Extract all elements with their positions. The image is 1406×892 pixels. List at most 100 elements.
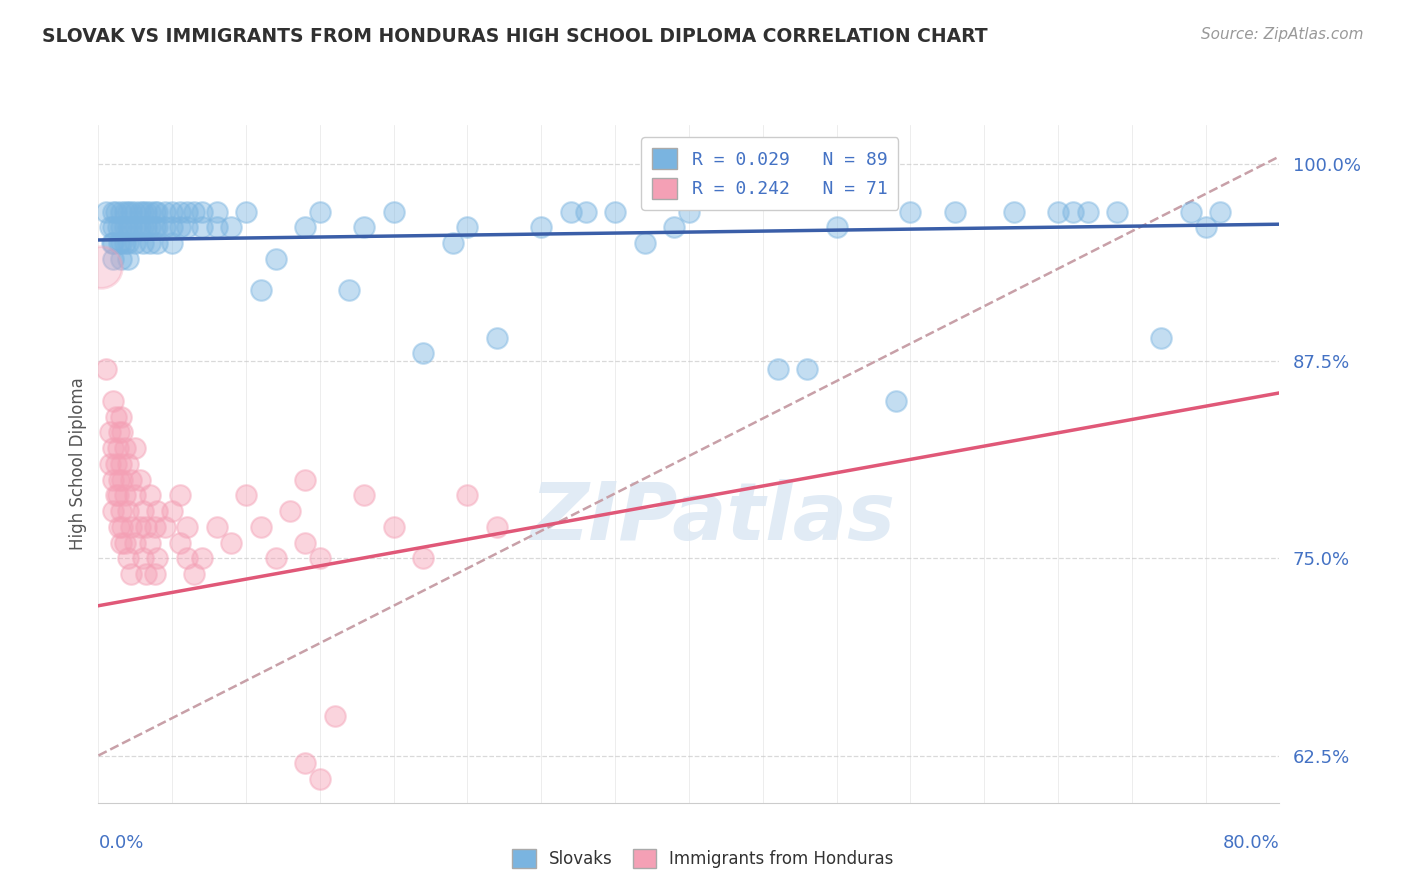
Point [191, 551, 214, 566]
Point [94, 204, 117, 219]
Point [111, 520, 134, 534]
Point [162, 204, 183, 219]
Point [884, 393, 907, 408]
Point [278, 504, 302, 518]
Point [139, 220, 162, 235]
Point [250, 284, 273, 298]
Point [120, 520, 142, 534]
Point [110, 220, 132, 235]
Point [153, 520, 176, 534]
Point [117, 236, 139, 251]
Point [146, 236, 169, 251]
Point [219, 220, 242, 235]
Point [143, 220, 166, 235]
Point [105, 204, 128, 219]
Point [1195, 220, 1218, 235]
Point [294, 473, 316, 487]
Point [128, 520, 150, 534]
Point [1077, 204, 1099, 219]
Point [205, 220, 228, 235]
Point [110, 457, 132, 471]
Point [796, 362, 818, 376]
Point [107, 488, 129, 502]
Point [117, 551, 139, 566]
Point [103, 204, 125, 219]
Point [264, 252, 287, 266]
Point [605, 204, 627, 219]
Point [183, 204, 205, 219]
Point [105, 488, 128, 502]
Point [309, 772, 332, 786]
Point [574, 204, 596, 219]
Point [107, 220, 129, 235]
Point [143, 204, 166, 219]
Point [135, 204, 157, 219]
Point [153, 204, 176, 219]
Point [90, 260, 112, 274]
Point [169, 488, 191, 502]
Point [205, 520, 228, 534]
Text: 0.0%: 0.0% [98, 834, 143, 852]
Point [169, 220, 191, 235]
Point [103, 220, 125, 235]
Text: Source: ZipAtlas.com: Source: ZipAtlas.com [1201, 27, 1364, 42]
Point [110, 236, 132, 251]
Point [139, 488, 162, 502]
Text: SLOVAK VS IMMIGRANTS FROM HONDURAS HIGH SCHOOL DIPLOMA CORRELATION CHART: SLOVAK VS IMMIGRANTS FROM HONDURAS HIGH … [42, 27, 988, 45]
Point [114, 204, 136, 219]
Point [111, 425, 134, 440]
Point [114, 488, 136, 502]
Point [132, 236, 155, 251]
Point [103, 441, 125, 455]
Point [114, 236, 136, 251]
Point [530, 220, 553, 235]
Point [139, 204, 162, 219]
Point [353, 220, 375, 235]
Point [128, 220, 150, 235]
Point [323, 709, 346, 723]
Point [108, 520, 131, 534]
Point [110, 504, 132, 518]
Point [441, 236, 464, 251]
Point [103, 236, 125, 251]
Point [560, 204, 582, 219]
Point [117, 457, 139, 471]
Point [169, 535, 191, 549]
Point [169, 204, 191, 219]
Point [132, 204, 155, 219]
Point [114, 535, 136, 549]
Point [486, 520, 509, 534]
Point [382, 520, 405, 534]
Point [103, 473, 125, 487]
Point [162, 504, 183, 518]
Point [105, 409, 128, 424]
Point [191, 204, 214, 219]
Point [146, 220, 169, 235]
Point [117, 204, 139, 219]
Y-axis label: High School Diploma: High School Diploma [69, 377, 87, 550]
Point [205, 204, 228, 219]
Point [128, 204, 150, 219]
Point [766, 362, 789, 376]
Point [235, 488, 257, 502]
Point [250, 520, 273, 534]
Point [135, 520, 157, 534]
Point [1180, 204, 1202, 219]
Point [135, 220, 157, 235]
Point [235, 204, 257, 219]
Point [139, 236, 162, 251]
Point [98, 457, 121, 471]
Point [132, 551, 155, 566]
Point [146, 204, 169, 219]
Point [94, 362, 117, 376]
Point [162, 236, 183, 251]
Point [1150, 331, 1173, 345]
Point [456, 488, 478, 502]
Point [120, 220, 142, 235]
Point [105, 457, 128, 471]
Point [98, 220, 121, 235]
Text: ZIPatlas: ZIPatlas [530, 479, 896, 558]
Point [153, 220, 176, 235]
Point [135, 567, 157, 582]
Point [1105, 204, 1128, 219]
